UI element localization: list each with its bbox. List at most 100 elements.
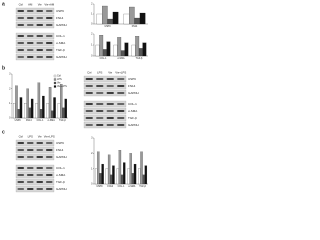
y-tick-label: 2	[91, 152, 93, 155]
bar	[133, 163, 137, 185]
band	[45, 56, 53, 58]
legend-label: Vie+LPS	[57, 85, 67, 88]
band	[96, 92, 104, 94]
band	[36, 24, 44, 26]
x-tick-label: USP9	[96, 186, 103, 188]
band	[106, 103, 114, 105]
blot-strip	[15, 139, 55, 147]
bar	[106, 41, 111, 57]
bar	[142, 174, 145, 185]
row-label: COL-1	[56, 166, 65, 170]
legend-label: Ctrl	[57, 75, 61, 78]
lane-label: Vie	[38, 3, 42, 7]
band	[45, 24, 53, 26]
x-tick-label: COL-1	[118, 186, 125, 188]
row-label: GAPDH	[128, 123, 139, 127]
bar	[101, 163, 104, 185]
bar	[17, 109, 20, 119]
band	[26, 149, 34, 151]
row-label: GAPDH	[56, 55, 67, 59]
blot-strip	[83, 82, 127, 90]
blot-strip	[83, 121, 127, 129]
bar	[107, 18, 114, 25]
lane-label: LPS	[97, 71, 102, 75]
blot-strip	[15, 46, 55, 54]
band	[85, 92, 93, 94]
band	[26, 42, 34, 44]
x-tick-label: TGF-β	[136, 58, 143, 60]
band	[17, 142, 25, 144]
bar	[94, 168, 98, 185]
band	[117, 92, 125, 94]
y-tick-label: 3	[9, 73, 11, 76]
band	[36, 181, 44, 183]
x-tick-label: TGF-β	[139, 186, 146, 188]
band	[17, 24, 25, 26]
blot-strip	[15, 185, 55, 193]
y-tick-label: 2	[91, 33, 93, 36]
y-tick-label: 1	[91, 44, 93, 47]
band	[117, 117, 125, 119]
y-tick-label: 0	[91, 23, 93, 26]
band	[17, 188, 25, 190]
blot-strip	[15, 164, 55, 172]
band	[45, 10, 53, 12]
bar	[138, 168, 141, 185]
bar	[42, 95, 45, 119]
row-label: GAPDH	[128, 91, 139, 95]
band	[36, 56, 44, 58]
bar	[57, 103, 61, 119]
band	[17, 156, 25, 158]
row-label: FN14	[56, 16, 64, 20]
blot-strip	[15, 53, 55, 61]
bar	[110, 174, 113, 185]
bar	[37, 82, 41, 119]
band	[96, 78, 104, 80]
bar	[135, 36, 140, 57]
band	[17, 181, 25, 183]
bar	[96, 13, 103, 25]
bar	[131, 44, 136, 57]
bar	[60, 84, 63, 119]
bar	[142, 42, 147, 57]
row-label: α-SMA	[128, 109, 137, 113]
bar	[51, 110, 54, 119]
lane-label: Vie+AM	[44, 3, 54, 7]
bar	[129, 6, 135, 25]
band	[85, 85, 93, 87]
band	[45, 181, 53, 183]
bar	[117, 37, 122, 57]
bar	[13, 103, 16, 119]
band	[45, 49, 53, 51]
band	[26, 188, 34, 190]
bar	[28, 107, 32, 119]
band	[17, 35, 25, 37]
bar	[134, 17, 141, 25]
blot-strip	[15, 7, 55, 15]
band	[36, 42, 44, 44]
row-label: USP9	[56, 141, 64, 145]
band	[85, 103, 93, 105]
bar	[138, 48, 143, 57]
row-label: USP9	[128, 77, 136, 81]
band	[36, 174, 44, 176]
band	[106, 110, 114, 112]
bar	[19, 97, 23, 119]
band	[26, 24, 34, 26]
band	[117, 103, 125, 105]
lane-label: Vie+LPS	[44, 135, 55, 139]
lane-label: Ctrl	[87, 71, 92, 75]
band	[96, 124, 104, 126]
y-tick-label: 3	[91, 137, 93, 140]
y-tick-label: 1	[91, 167, 93, 170]
blot-strip	[15, 178, 55, 186]
bar	[15, 85, 18, 119]
band	[96, 103, 104, 105]
band	[45, 167, 53, 169]
bar	[120, 50, 125, 57]
lane-label: Ctrl	[19, 3, 24, 7]
legend-swatch	[53, 85, 57, 88]
y-tick-label: 2	[91, 3, 93, 6]
blot-strip	[15, 146, 55, 154]
bar	[123, 13, 130, 25]
